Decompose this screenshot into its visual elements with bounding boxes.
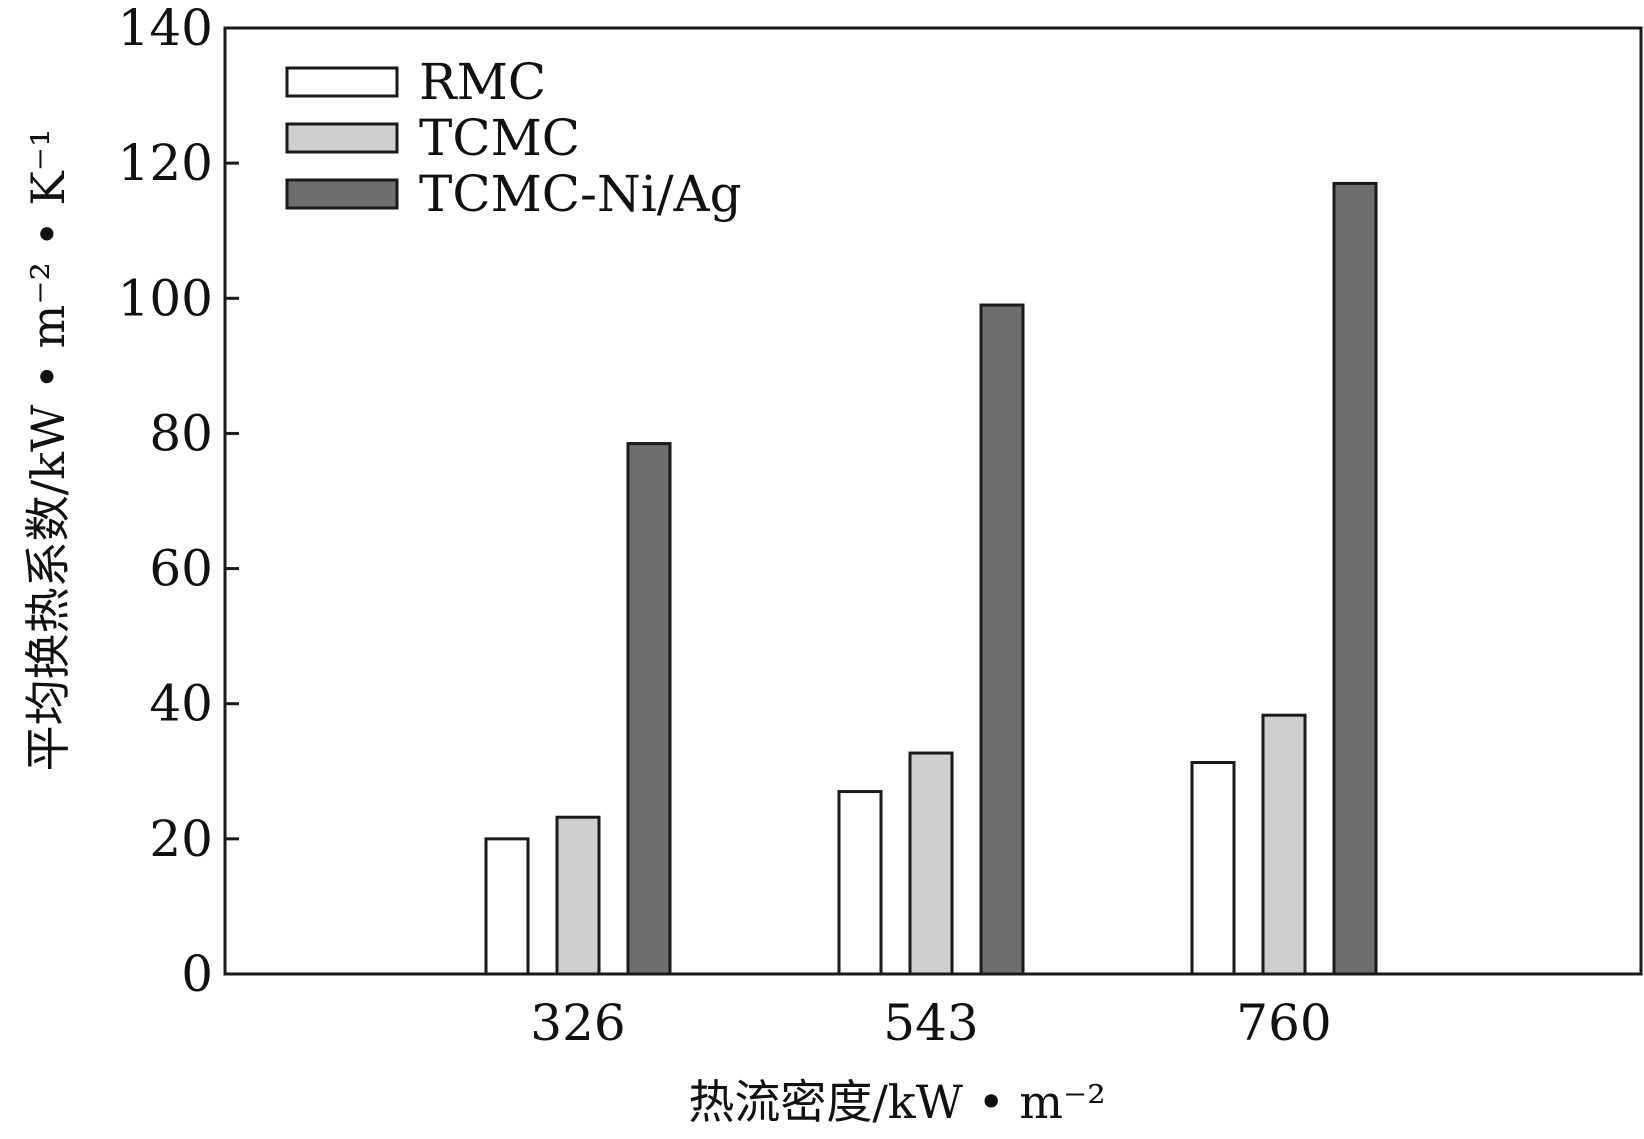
- legend-swatch: [285, 122, 399, 154]
- bar-rmc-543: [837, 790, 883, 976]
- y-tick-label: 80: [149, 404, 213, 462]
- y-axis-title: 平均换热系数/kW • m⁻² • K⁻¹: [21, 129, 75, 772]
- x-tick-label: 543: [883, 994, 978, 1052]
- y-axis-ticks: [225, 26, 239, 976]
- bar-tcmc-760: [1261, 713, 1307, 976]
- bar-tcmc-ni-ag-760: [1332, 181, 1378, 976]
- x-axis-tick-labels: 326 543 760: [530, 994, 1331, 1052]
- y-tick-label: 20: [149, 810, 213, 868]
- bar-rmc-326: [484, 837, 530, 976]
- bar-tcmc-543: [908, 751, 954, 976]
- x-tick-label: 326: [530, 994, 625, 1052]
- legend-label: TCMC-Ni/Ag: [419, 165, 742, 223]
- bar-tcmc-326: [555, 815, 601, 976]
- bars: [484, 181, 1378, 976]
- y-tick-label: 100: [118, 269, 213, 327]
- x-axis-title: 热流密度/kW • m⁻²: [688, 1075, 1105, 1129]
- y-tick-label: 0: [181, 945, 213, 1003]
- y-axis-tick-labels: 0 20 40 60 80 100 120 140: [118, 0, 213, 1003]
- legend-label: TCMC: [419, 109, 580, 167]
- x-tick-label: 760: [1236, 994, 1331, 1052]
- y-tick-label: 60: [149, 540, 213, 598]
- bar-tcmc-ni-ag-543: [979, 303, 1025, 976]
- y-tick-label: 40: [149, 675, 213, 733]
- y-tick-label: 140: [118, 0, 213, 57]
- bar-tcmc-ni-ag-326: [626, 442, 672, 976]
- legend-label: RMC: [419, 53, 546, 111]
- bar-rmc-760: [1190, 761, 1236, 976]
- legend-swatch: [285, 66, 399, 98]
- y-tick-label: 120: [118, 134, 213, 192]
- legend-swatch: [285, 178, 399, 210]
